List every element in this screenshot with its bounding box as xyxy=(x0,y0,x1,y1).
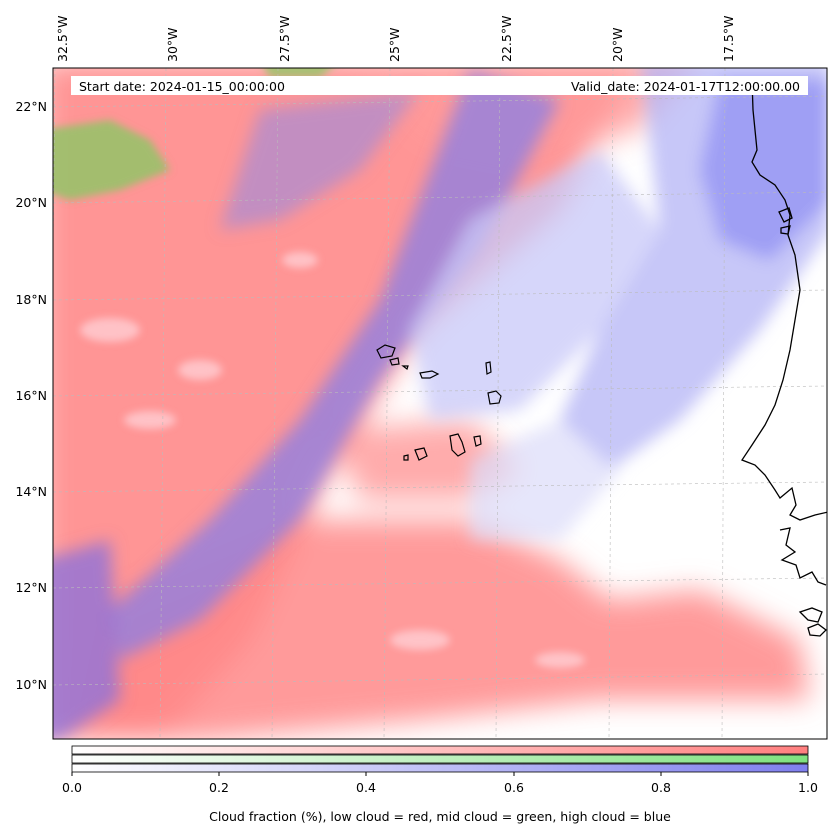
cloud-gap xyxy=(124,411,176,429)
coastlines xyxy=(741,79,827,637)
cloud-gap xyxy=(282,252,318,268)
cape-verde-islands xyxy=(376,344,502,461)
lon-label: 17.5°W xyxy=(721,16,736,62)
lon-label: 32.5°W xyxy=(55,16,70,62)
lon-label: 20°W xyxy=(610,27,625,62)
cloud-gap xyxy=(390,630,450,650)
start-date-label: Start date: 2024-01-15_00:00:00 xyxy=(79,79,285,94)
mid-cloud-north xyxy=(264,68,332,78)
lat-label: 16°N xyxy=(15,388,47,403)
colorbar-band-mid xyxy=(71,754,809,764)
colorbar-tick: 0.8 xyxy=(651,780,671,795)
island-santa-luzia xyxy=(401,365,409,370)
colorbar-tick: 0.0 xyxy=(62,780,82,795)
colorbar-band-high xyxy=(71,763,809,773)
map-panel xyxy=(53,68,827,739)
cloud-field xyxy=(53,68,827,739)
island-maio xyxy=(473,435,482,447)
low-cloud-south xyxy=(80,520,810,739)
high-cloud-east-core xyxy=(700,80,827,260)
lon-label: 30°W xyxy=(165,27,180,62)
island-fogo xyxy=(414,447,428,461)
high-cloud-band-north xyxy=(220,90,420,230)
colorbar-tick: 0.6 xyxy=(504,780,524,795)
lon-label: 25°W xyxy=(387,27,402,62)
colorbar-band-low xyxy=(71,745,809,755)
lat-label: 12°N xyxy=(15,580,47,595)
colorbar-tick: 0.4 xyxy=(356,780,376,795)
high-cloud-thin-center xyxy=(410,150,660,420)
island-sal xyxy=(485,361,492,375)
island-santo-antao xyxy=(376,344,396,359)
island-sao-nicolau xyxy=(419,370,440,379)
lat-label: 18°N xyxy=(15,292,47,307)
lat-label: 22°N xyxy=(15,99,47,114)
map-frame xyxy=(52,67,828,740)
lon-label: 22.5°W xyxy=(499,16,514,62)
lat-label: 10°N xyxy=(15,677,47,692)
high-cloud-west-edge xyxy=(53,540,120,739)
colorbar-title: Cloud fraction (%), low cloud = red, mid… xyxy=(209,809,671,824)
lat-label: 14°N xyxy=(15,484,47,499)
high-cloud-thin-south xyxy=(470,420,620,540)
longitude-labels: 32.5°W 30°W 27.5°W 25°W 22.5°W 20°W 17.5… xyxy=(55,16,736,62)
lon-label: 27.5°W xyxy=(277,16,292,62)
cloud-gap xyxy=(178,360,222,380)
island-santiago xyxy=(449,433,466,457)
island-sao-vicente xyxy=(389,357,400,366)
high-cloud-band-main xyxy=(110,70,560,660)
cloud-gap xyxy=(535,652,585,668)
island-boa-vista xyxy=(487,390,502,405)
graticule xyxy=(53,68,827,739)
valid-date-label: Valid_date: 2024-01-17T12:00:00.00 xyxy=(571,79,800,94)
colorbar: 0.0 0.2 0.4 0.6 0.8 1.0 Cloud fraction (… xyxy=(62,745,818,824)
latitude-labels: 22°N 20°N 18°N 16°N 14°N 12°N 10°N xyxy=(15,99,47,692)
africa-coastline xyxy=(741,79,827,521)
cloud-gap xyxy=(80,318,140,342)
info-bar xyxy=(71,76,808,95)
colorbar-tick: 1.0 xyxy=(798,780,818,795)
lat-label: 20°N xyxy=(15,195,47,210)
island-brava xyxy=(403,454,409,461)
colorbar-tick: 0.2 xyxy=(209,780,229,795)
mid-cloud-northwest xyxy=(53,120,170,200)
